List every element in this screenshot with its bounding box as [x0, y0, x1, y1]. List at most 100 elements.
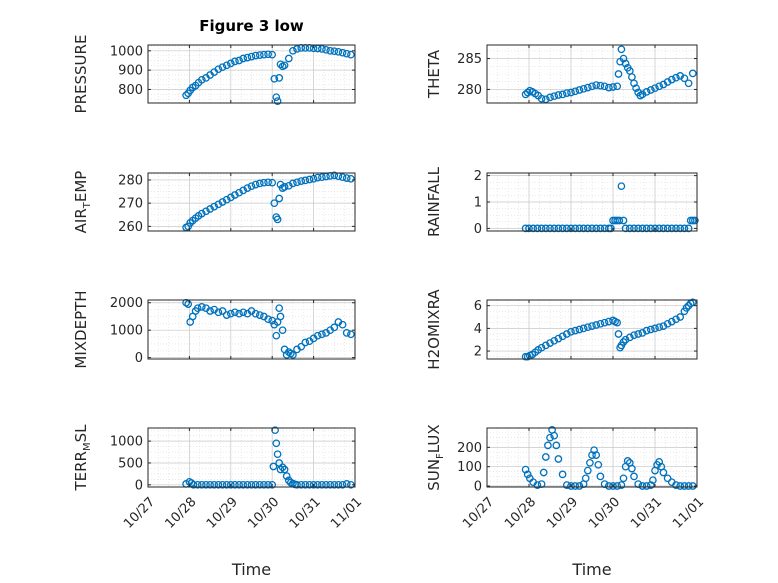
data-point: [554, 224, 563, 233]
data-point: [268, 316, 277, 325]
data-point: [269, 462, 278, 471]
data-point: [347, 330, 355, 339]
plot-area: [487, 428, 697, 487]
data-point: [193, 480, 202, 489]
data-point: [284, 54, 293, 63]
data-point: [533, 224, 542, 233]
data-point: [206, 307, 214, 315]
data-point: [260, 50, 268, 59]
y-tick-label: 6: [474, 299, 482, 314]
data-point: [623, 457, 632, 465]
data-point: [533, 481, 542, 489]
data-point: [537, 94, 546, 103]
data-point: [231, 57, 239, 66]
data-point: [592, 451, 601, 459]
data-point: [202, 480, 210, 489]
data-point: [239, 186, 248, 195]
data-point: [554, 91, 563, 99]
subplot-4: 0 1 2 RAINFALL: [425, 166, 699, 237]
plot-area: [148, 428, 355, 487]
data-point: [655, 82, 664, 91]
subplot-7: 0 500 1000 10/27 10/28 10/29 10/30 10/31 11/01 TE…: [72, 424, 365, 579]
plot-area: [148, 300, 355, 359]
data-point: [567, 327, 575, 336]
data-point: [326, 46, 335, 55]
data-point: [338, 480, 347, 489]
data-point: [672, 481, 680, 489]
y-axis-label-part: TERR: [72, 451, 90, 492]
y-tick-label: 2000: [110, 296, 143, 311]
data-point: [680, 74, 689, 83]
data-point: [264, 178, 272, 187]
data-point: [621, 59, 630, 68]
data-point: [272, 439, 281, 448]
data-point: [264, 480, 272, 489]
data-point: [523, 470, 532, 479]
data-point: [619, 338, 628, 346]
data-point: [184, 300, 193, 308]
data-point: [684, 482, 693, 490]
data-point: [621, 224, 630, 233]
data-point: [255, 51, 264, 59]
axes-box: [147, 44, 356, 104]
data-point: [206, 205, 214, 213]
data-point: [272, 331, 281, 340]
data-point: [305, 175, 314, 184]
data-point: [625, 333, 634, 342]
y-tick-label: 0: [474, 480, 482, 495]
data-point: [558, 224, 567, 233]
data-point: [280, 61, 289, 70]
axes-box: [486, 44, 698, 104]
data-point: [642, 326, 651, 335]
data-point: [567, 224, 575, 233]
data-point: [222, 61, 231, 70]
data-point: [318, 45, 326, 53]
data-point: [638, 224, 647, 233]
data-point: [235, 309, 243, 318]
data-point: [588, 82, 596, 91]
data-point: [276, 465, 285, 474]
data-point: [617, 45, 626, 54]
data-point: [600, 82, 609, 91]
data-point: [214, 200, 223, 209]
data-point: [663, 224, 672, 233]
data-point: [613, 482, 622, 490]
data-point: [546, 224, 554, 233]
plot-area: [148, 173, 355, 231]
data-point: [581, 474, 590, 483]
x-tick-label: 10/30: [245, 495, 282, 532]
data-point: [659, 468, 668, 477]
data-point: [663, 319, 672, 328]
data-point: [268, 178, 277, 187]
data-point: [255, 480, 264, 489]
data-point: [575, 482, 584, 490]
data-point: [575, 224, 584, 233]
data-point: [554, 455, 563, 463]
data-point: [222, 195, 231, 204]
data-point: [613, 82, 622, 91]
data-point: [272, 93, 281, 102]
data-point: [251, 480, 260, 489]
data-point: [651, 224, 659, 233]
data-point: [210, 480, 219, 489]
data-point: [596, 81, 605, 90]
data-point: [691, 216, 699, 225]
data-point: [280, 465, 289, 474]
data-point: [222, 480, 231, 489]
data-point: [571, 326, 580, 335]
data-point: [243, 184, 252, 192]
data-point: [667, 75, 676, 84]
data-point: [197, 209, 206, 218]
data-point: [276, 60, 285, 69]
data-point: [592, 321, 601, 329]
data-point: [672, 73, 680, 82]
data-point: [273, 97, 282, 105]
data-point: [214, 480, 223, 489]
data-point: [558, 470, 567, 479]
data-point: [218, 307, 227, 315]
data-point: [596, 224, 605, 233]
data-point: [330, 47, 339, 56]
data-point: [247, 182, 256, 191]
data-point: [202, 207, 210, 216]
